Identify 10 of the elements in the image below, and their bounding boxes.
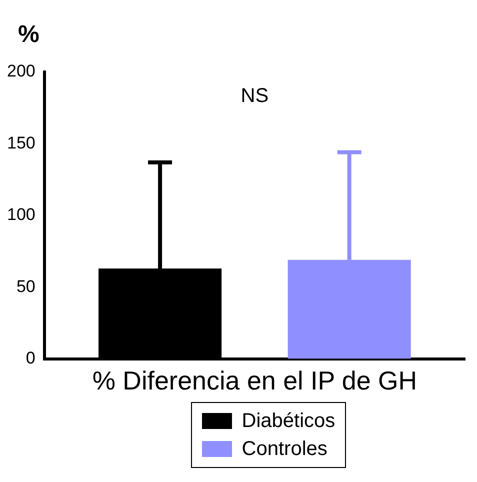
y-tick-label: 0 xyxy=(26,348,36,368)
legend-label: Controles xyxy=(242,437,328,462)
y-axis-title: % xyxy=(18,21,40,48)
y-tick-label: 150 xyxy=(6,133,36,152)
y-tick-label: 50 xyxy=(16,276,36,296)
x-axis-title: % Diferencia en el IP de GH xyxy=(92,366,418,396)
y-tick-label: 200 xyxy=(6,62,36,81)
legend-label: Diabéticos xyxy=(242,409,336,434)
annotation: NS xyxy=(240,85,269,107)
y-tick-label: 100 xyxy=(6,205,36,224)
